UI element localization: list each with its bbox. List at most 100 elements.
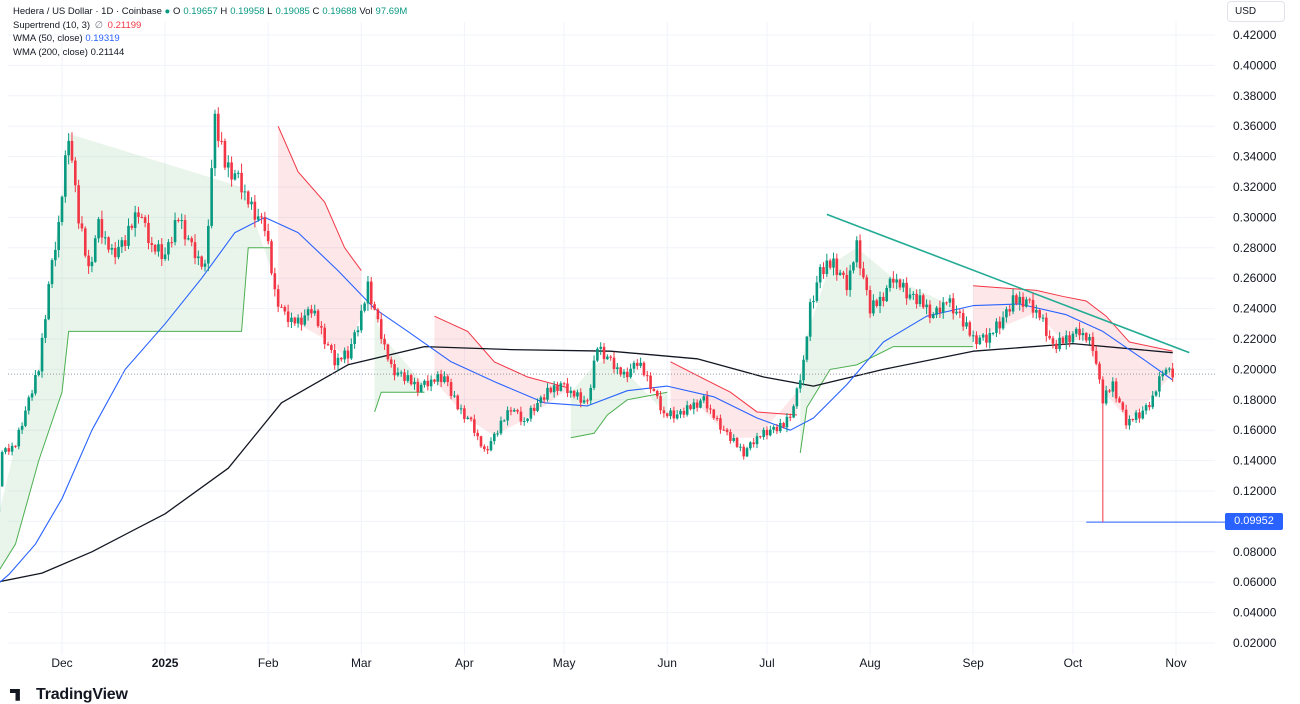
y-tick-label: 0.04000 — [1233, 606, 1277, 620]
candle-body — [41, 338, 44, 372]
candle-body — [779, 423, 782, 431]
candle-body — [1148, 405, 1151, 407]
candle-body — [988, 333, 991, 343]
candle-body — [699, 401, 702, 408]
y-tick-label: 0.18000 — [1233, 393, 1277, 407]
legend-wma50-row[interactable]: WMA (50, close) 0.19319 — [13, 32, 407, 46]
candle-body — [1042, 318, 1045, 319]
candle-body — [1088, 337, 1091, 340]
candle-body — [466, 418, 469, 419]
y-tick-label: 0.14000 — [1233, 454, 1277, 468]
candle-body — [47, 284, 50, 319]
candle-body — [21, 426, 24, 430]
candle-body — [1165, 370, 1168, 374]
candle-body — [230, 162, 233, 179]
candle-body — [550, 388, 553, 392]
candle-body — [702, 396, 705, 400]
candle-body — [124, 240, 127, 246]
candle-body — [569, 391, 572, 393]
candle-body — [1032, 300, 1035, 313]
candle-body — [742, 447, 745, 457]
candle-body — [673, 410, 676, 418]
candle-body — [885, 288, 888, 301]
candle-body — [111, 248, 114, 250]
candle-body — [902, 283, 905, 288]
candle-body — [11, 446, 14, 452]
candle-body — [340, 358, 343, 360]
candle-body — [390, 359, 393, 364]
y-tick-label: 0.36000 — [1233, 119, 1277, 133]
candle-body — [227, 162, 230, 167]
candle-body — [333, 350, 336, 365]
x-tick-label: Mar — [351, 656, 372, 670]
tradingview-logo: TradingView — [10, 686, 128, 704]
candle-body — [1125, 410, 1128, 426]
candle-body — [912, 294, 915, 295]
candle-body — [141, 217, 144, 218]
candle-body — [64, 155, 67, 196]
candle-body — [274, 273, 277, 289]
candle-body — [1008, 309, 1011, 311]
candle-body — [865, 277, 868, 290]
candle-body — [280, 307, 283, 308]
candle-body — [67, 141, 70, 155]
candle-body — [663, 410, 666, 413]
x-tick-label: May — [553, 656, 576, 670]
candle-body — [207, 226, 210, 264]
candle-body — [752, 442, 755, 444]
candle-body — [144, 217, 147, 223]
candle-body — [1105, 390, 1108, 403]
candle-body — [91, 262, 94, 266]
candle-body — [982, 335, 985, 338]
candle-body — [523, 421, 526, 422]
candle-body — [1098, 364, 1101, 380]
candle-body — [443, 376, 446, 382]
candle-body — [563, 383, 566, 384]
candle-body — [1115, 381, 1118, 398]
candle-body — [1085, 333, 1088, 341]
candle-body — [154, 245, 157, 252]
candle-body — [749, 442, 752, 448]
candle-body — [247, 191, 250, 204]
candle-body — [430, 380, 433, 387]
candle-body — [277, 289, 280, 307]
candle-body — [147, 223, 150, 243]
candle-body — [290, 318, 293, 322]
candle-body — [919, 295, 922, 304]
candle-body — [939, 308, 942, 313]
candle-body — [899, 279, 902, 287]
candle-body — [180, 220, 183, 221]
legend-supertrend-row[interactable]: Supertrend (10, 3) ∅ 0.21199 — [13, 19, 407, 33]
candle-body — [829, 261, 832, 268]
candle-body — [1155, 392, 1158, 396]
candle-body — [942, 302, 945, 312]
candle-body — [284, 307, 287, 311]
legend-wma200-value: 0.21144 — [91, 47, 125, 58]
legend-wma200-row[interactable]: WMA (200, close) 0.21144 — [13, 46, 407, 60]
y-tick-label: 0.34000 — [1233, 150, 1277, 164]
candle-body — [573, 391, 576, 397]
candle-body — [293, 318, 296, 324]
candle-body — [423, 381, 426, 385]
candle-body — [1078, 329, 1081, 335]
candle-body — [440, 374, 443, 382]
candle-body — [1, 452, 4, 486]
candle-body — [194, 242, 197, 258]
candle-body — [337, 358, 340, 365]
candle-body — [922, 295, 925, 307]
candle-body — [350, 344, 353, 358]
candle-body — [1145, 405, 1148, 411]
candle-body — [1171, 369, 1174, 378]
currency-selector[interactable]: USD — [1227, 1, 1285, 22]
candle-body — [895, 279, 898, 282]
candle-body — [114, 248, 117, 257]
candle-body — [599, 347, 602, 349]
candle-body — [596, 349, 599, 361]
legend-vol-label: Vol — [359, 6, 372, 17]
legend-symbol[interactable]: Hedera / US Dollar · 1D · Coinbase — [13, 6, 162, 17]
candle-body — [766, 430, 769, 435]
candle-body — [915, 294, 918, 304]
candle-body — [244, 191, 247, 192]
